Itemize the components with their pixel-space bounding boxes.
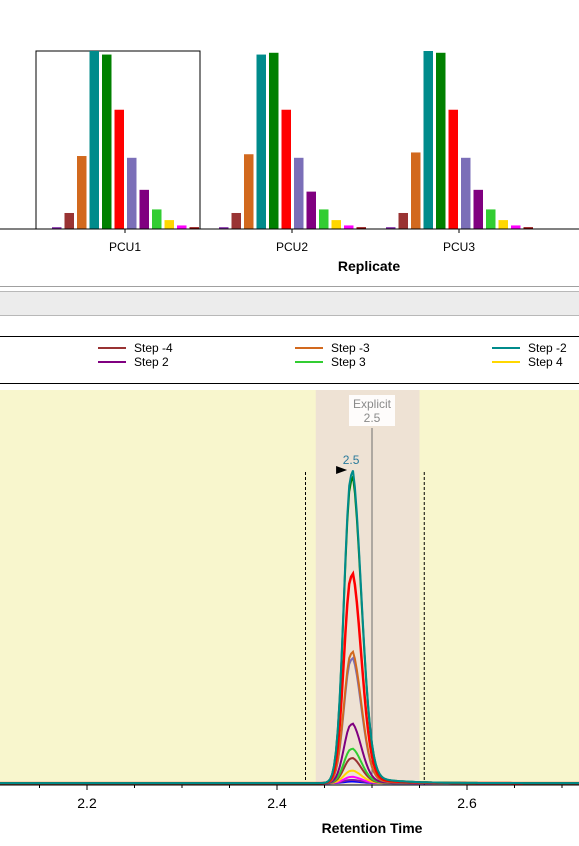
- peak-marker-icon: [336, 466, 348, 474]
- x-tick-label: 2.6: [457, 795, 477, 811]
- legend-swatch: [98, 347, 126, 349]
- legend-label: Step -3: [331, 341, 370, 355]
- legend-label: Step 3: [331, 355, 366, 369]
- x-tick-label: PCU1: [109, 240, 141, 254]
- legend-label: Step 2: [134, 355, 169, 369]
- bar: [281, 109, 291, 229]
- bar: [461, 157, 471, 229]
- bar: [64, 212, 74, 229]
- peak-rt-label: 2.5: [343, 453, 360, 467]
- bar: [177, 225, 187, 229]
- x-axis-title: Retention Time: [322, 820, 423, 836]
- bar: [127, 157, 137, 229]
- bar: [331, 220, 341, 229]
- bar: [189, 227, 199, 229]
- bar: [164, 220, 174, 229]
- legend-swatch: [295, 361, 323, 363]
- legend-swatch: [492, 361, 520, 363]
- bar: [102, 54, 112, 230]
- bar: [498, 220, 508, 229]
- bar: [344, 225, 354, 229]
- explicit-value: 2.5: [364, 411, 381, 425]
- bar: [511, 225, 521, 229]
- bar: [244, 154, 254, 229]
- bar: [219, 227, 229, 229]
- bar: [77, 156, 87, 229]
- explicit-label: Explicit: [353, 397, 392, 411]
- pane-divider[interactable]: [0, 286, 579, 287]
- plot-background: [0, 390, 579, 785]
- explicit-label-box: [349, 395, 395, 426]
- legend-label: Step -2: [528, 341, 567, 355]
- legend-swatch: [98, 361, 126, 363]
- bar: [398, 212, 408, 229]
- bar: [523, 227, 533, 229]
- bar: [356, 227, 366, 229]
- bar: [386, 227, 396, 229]
- bar: [231, 212, 241, 229]
- bar: [473, 189, 483, 229]
- legend-label: Step 4: [528, 355, 563, 369]
- x-axis-title: Replicate: [338, 258, 400, 274]
- replicate-chart: PCU1 PCU2 PCU3 Replicate: [0, 50, 579, 274]
- bar: [448, 109, 458, 229]
- chromatogram-trace: [0, 470, 579, 785]
- legend-swatch: [295, 347, 323, 349]
- chromatogram-legend: Step -4 Step -3 Step -2 Step 2 Step 3 St…: [0, 336, 579, 384]
- bar: [411, 152, 421, 229]
- x-tick-label: 2.4: [267, 795, 287, 811]
- bar: [294, 157, 304, 229]
- bar: [269, 52, 279, 229]
- legend-label: Step -4: [134, 341, 173, 355]
- x-tick-label: 2.2: [77, 795, 97, 811]
- bar: [423, 51, 433, 229]
- x-tick-label: PCU2: [276, 240, 308, 254]
- legend-swatch: [492, 347, 520, 349]
- bar: [306, 191, 316, 229]
- bar: [486, 209, 496, 229]
- bar: [152, 209, 162, 229]
- x-tick-label: PCU3: [443, 240, 475, 254]
- bar: [89, 51, 99, 229]
- bar: [256, 54, 266, 230]
- bar: [52, 227, 62, 229]
- bar: [319, 209, 329, 229]
- bar: [139, 189, 149, 229]
- bar: [436, 52, 446, 229]
- bar: [114, 109, 124, 229]
- splitter-band[interactable]: [0, 291, 579, 316]
